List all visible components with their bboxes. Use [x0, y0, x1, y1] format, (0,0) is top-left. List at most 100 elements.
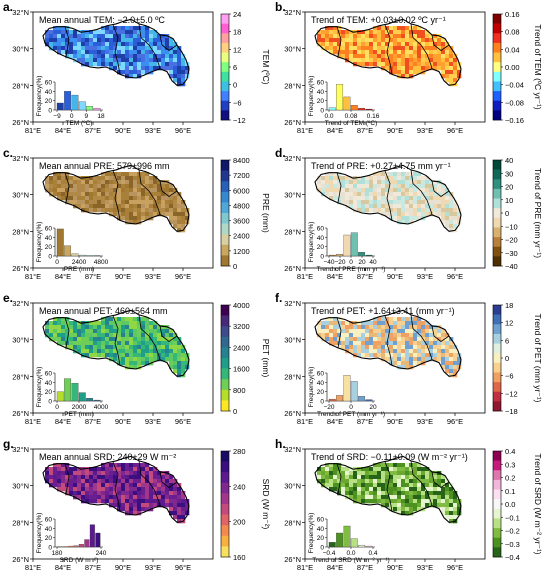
hist-y-tick-label: 0 — [48, 254, 52, 261]
colorbar-tick-label: −30 — [505, 249, 518, 258]
x-tick-label: 90°E — [115, 417, 131, 426]
panel-letter: f. — [275, 291, 282, 305]
y-tick-label: 32°N — [12, 445, 29, 454]
sub-basin-boundary — [159, 180, 178, 197]
hist-bar — [73, 545, 79, 548]
hist-bar — [343, 96, 351, 111]
x-tick-label: 90°E — [115, 126, 131, 135]
x-tick-label: 84°E — [55, 563, 71, 572]
hist-y-tick-label: 40 — [317, 235, 325, 242]
hist-bar — [71, 383, 79, 402]
sub-basin-boundary — [431, 34, 450, 51]
hist-x-tick-label: −20 — [323, 404, 334, 411]
panel-g: g. Mean annual SRD: 240±29 W m⁻² 81°E 84°E 8… — [3, 437, 271, 572]
colorbar-tick-label: 8400 — [233, 156, 250, 165]
colorbar-tick-label: 0.08 — [505, 28, 520, 37]
panel-letter: g. — [3, 437, 14, 451]
sub-basin-boundary — [138, 460, 161, 506]
hist-y-tick-label: 40 — [317, 526, 325, 533]
colorbar-tick-label: 1200 — [233, 247, 250, 256]
sub-basin-boundary — [138, 314, 161, 360]
sub-basin-boundary — [336, 172, 342, 203]
y-tick-label: 28°N — [284, 372, 301, 381]
colorbar-tick-label: −40 — [505, 262, 518, 271]
sub-basin-boundary — [384, 315, 393, 366]
hist-y-tick-label: 0 — [320, 399, 324, 406]
hist-bar — [93, 399, 101, 402]
x-tick-label: 90°E — [387, 126, 403, 135]
hist-x-tick-label: 4800 — [94, 259, 109, 266]
hist-bar — [358, 252, 366, 257]
y-tick-label: 26°N — [12, 555, 29, 564]
x-tick-label: 96°E — [175, 417, 191, 426]
hist-y-tick-label: 0 — [320, 254, 324, 261]
colorbar-tick-label: −10 — [505, 222, 518, 231]
hist-bar — [56, 391, 64, 402]
x-tick-label: 87°E — [85, 417, 101, 426]
hist-x-tick-label: 0.16 — [367, 113, 380, 120]
y-tick-label: 28°N — [12, 227, 29, 236]
sub-basin-boundary — [112, 24, 121, 75]
hist-y-label: Frequency(%) — [308, 222, 315, 263]
hist-y-tick-label: 0 — [48, 399, 52, 406]
y-tick-label: 26°N — [284, 409, 301, 418]
hist-bar — [86, 106, 94, 111]
panel-c: c. Mean annual PRE: 579±996 mm 81°E 84°E 87°… — [3, 146, 271, 281]
hist-y-tick-label: 40 — [317, 380, 325, 387]
colorbar-tick-label: 3200 — [233, 322, 250, 331]
hist-y-tick-label: 20 — [317, 389, 325, 396]
colorbar: 40 30 20 10 0 −10 −20 −30 −40 Trend of PRE (mm yr… — [492, 156, 543, 271]
x-tick-label: 96°E — [447, 126, 463, 135]
hist-x-tick-label: 0.0 — [346, 550, 355, 557]
x-tick-label: 96°E — [447, 563, 463, 572]
colorbar-label: Trend of SRD (W m⁻² yr⁻¹) — [533, 453, 543, 554]
x-tick-label: 96°E — [175, 126, 191, 135]
hist-y-tick-label: 20 — [317, 98, 325, 105]
sub-basin-boundary — [431, 471, 450, 488]
panel-letter: b. — [275, 0, 286, 14]
colorbar-tick-label: 0.0 — [505, 500, 515, 509]
hist-y-tick-label: 40 — [45, 380, 53, 387]
y-tick-label: 32°N — [12, 154, 29, 163]
panel-h: h. Trend of SRD: −0.11±0.09 (W m⁻² yr⁻¹) 8… — [275, 437, 543, 572]
hist-y-tick-label: 40 — [45, 526, 53, 533]
basin-outline — [42, 164, 190, 232]
sub-basin-boundary — [64, 26, 70, 57]
hist-bar — [89, 524, 95, 548]
x-tick-label: 84°E — [55, 417, 71, 426]
hist-bar — [350, 538, 358, 548]
y-tick-label: 26°N — [12, 118, 29, 127]
hist-x-tick-label: 0 — [70, 113, 74, 120]
hist-bar — [328, 107, 336, 111]
hist-bar — [78, 254, 86, 257]
sub-basin-boundary — [431, 325, 450, 342]
raster-cells — [317, 317, 462, 378]
hist-x-label: Trend of PET (mm yr⁻¹) — [317, 411, 385, 418]
hist-x-tick-label: 0 — [55, 404, 59, 411]
hist-y-tick-label: 20 — [317, 244, 325, 251]
hist-x-tick-label: 20 — [369, 404, 377, 411]
colorbar-tick-label: 0.3 — [505, 460, 515, 469]
x-tick-label: 84°E — [327, 272, 343, 281]
colorbar-tick-label: −6 — [505, 372, 514, 381]
y-tick-label: 32°N — [12, 299, 29, 308]
colorbar-tick-label: 18 — [505, 301, 513, 310]
colorbar-label: TEM (ºC) — [261, 49, 271, 84]
colorbar-label: Trend of PRE (mm yr⁻¹) — [533, 168, 543, 258]
y-tick-label: 32°N — [12, 8, 29, 17]
hist-bar — [93, 107, 101, 111]
sub-basin-boundary — [336, 26, 342, 57]
colorbar-tick-label: 0 — [233, 81, 237, 90]
y-tick-label: 26°N — [284, 555, 301, 564]
x-tick-label: 84°E — [327, 417, 343, 426]
hist-y-tick-label: 60 — [45, 226, 53, 233]
colorbar: 0.16 0.08 0.04 0.00 −0.04 −0.08 −0.16 Trend of … — [492, 10, 543, 125]
y-tick-label: 30°N — [284, 45, 301, 54]
hist-bar — [365, 108, 373, 111]
hist-bar — [350, 232, 358, 257]
colorbar: 18 12 6 0 −6 −12 −18 Trend of PET (mm yr⁻¹) — [492, 301, 543, 416]
x-tick-label: 87°E — [85, 126, 101, 135]
